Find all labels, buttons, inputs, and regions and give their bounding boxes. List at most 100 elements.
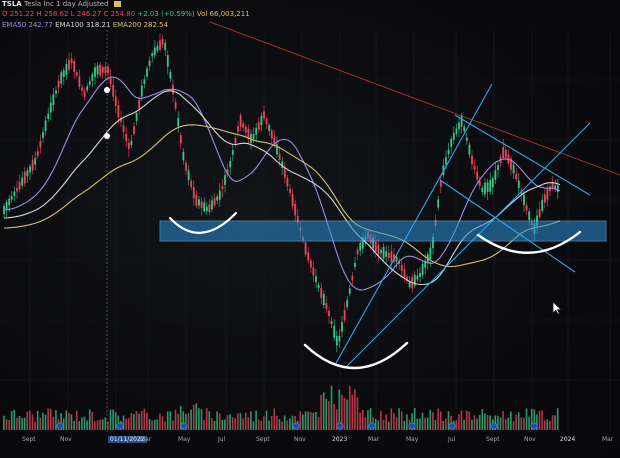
volume-bar bbox=[109, 409, 112, 430]
volume-bar bbox=[62, 418, 65, 430]
event-marker-icon[interactable] bbox=[408, 422, 416, 430]
volume-bar bbox=[174, 409, 177, 430]
volume-bar bbox=[60, 413, 62, 430]
volume-bar bbox=[221, 419, 224, 430]
candle-body bbox=[393, 254, 395, 262]
time-axis-label: Sept bbox=[256, 436, 270, 443]
ema100-line bbox=[3, 90, 561, 286]
candle-body bbox=[104, 66, 107, 74]
volume-bar bbox=[299, 411, 302, 430]
candle-body bbox=[114, 96, 117, 106]
candle-body bbox=[543, 194, 546, 203]
event-marker-icon[interactable] bbox=[180, 422, 188, 430]
event-markers[interactable] bbox=[56, 422, 538, 430]
volume-bar bbox=[429, 409, 432, 430]
volume-bar bbox=[395, 417, 398, 430]
candle-body bbox=[91, 74, 94, 81]
event-marker-icon[interactable] bbox=[490, 422, 498, 430]
volume-bar bbox=[177, 414, 179, 430]
candle-body bbox=[94, 67, 96, 77]
candle-body bbox=[213, 198, 216, 206]
volume-bar bbox=[112, 409, 114, 430]
candle-body bbox=[234, 138, 237, 144]
candle-body bbox=[179, 135, 182, 144]
candle-body bbox=[294, 203, 297, 216]
volume-bar bbox=[125, 418, 127, 430]
candle-body bbox=[224, 175, 226, 185]
candle-body bbox=[538, 209, 541, 217]
candle-body bbox=[260, 115, 263, 126]
adjusted-label[interactable]: Adjusted bbox=[77, 0, 109, 8]
symbol-ticker[interactable]: TSLA bbox=[2, 0, 22, 8]
event-marker-icon[interactable] bbox=[448, 422, 456, 430]
candle-body bbox=[10, 195, 13, 200]
time-axis-label: Jul bbox=[448, 436, 456, 443]
ema100-legend[interactable]: EMA100 318.21 bbox=[55, 21, 111, 29]
candle-body bbox=[195, 194, 198, 206]
volume-bar bbox=[517, 412, 520, 430]
volume-bar bbox=[309, 411, 312, 430]
volume-bar bbox=[413, 408, 416, 430]
volume-bar bbox=[497, 415, 499, 430]
volume-bar bbox=[283, 415, 286, 430]
volume-bar bbox=[374, 418, 377, 430]
volume-bar bbox=[55, 410, 57, 430]
candlestick-series bbox=[3, 33, 559, 353]
volume-bar bbox=[96, 420, 99, 430]
volume-bar bbox=[135, 411, 138, 430]
candle-body bbox=[320, 288, 323, 298]
candle-body bbox=[182, 151, 185, 161]
interval-label[interactable]: 1 day bbox=[56, 0, 76, 8]
candle-body bbox=[29, 166, 31, 173]
candle-body bbox=[296, 215, 299, 223]
ema200-legend[interactable]: EMA200 282.54 bbox=[112, 21, 169, 29]
volume-bar bbox=[543, 420, 546, 430]
candle-body bbox=[122, 125, 125, 132]
volume-bar bbox=[94, 421, 96, 430]
volume-bar bbox=[398, 408, 400, 430]
event-marker-icon[interactable] bbox=[336, 422, 344, 430]
candle-body bbox=[169, 71, 172, 79]
hand-drawn-arc-right bbox=[476, 230, 582, 254]
ohlc-change: +2.03 (+0.59%) bbox=[137, 10, 195, 18]
volume-bar bbox=[31, 414, 34, 430]
volume-bar bbox=[140, 410, 143, 430]
user-drawings[interactable] bbox=[104, 21, 620, 370]
price-chart-canvas[interactable] bbox=[0, 0, 620, 432]
volume-bar bbox=[73, 420, 75, 430]
candle-body bbox=[268, 125, 271, 131]
volume-bar bbox=[151, 420, 153, 430]
volume-bar bbox=[463, 419, 465, 430]
candle-body bbox=[432, 236, 434, 249]
candle-body bbox=[289, 189, 291, 193]
event-marker-icon[interactable] bbox=[368, 422, 376, 430]
volume-bar bbox=[478, 415, 481, 430]
candle-body bbox=[554, 185, 557, 189]
volume-bar bbox=[133, 413, 135, 430]
volume-bar bbox=[494, 415, 497, 430]
line-anchor-point bbox=[104, 87, 110, 93]
event-marker-icon[interactable] bbox=[56, 422, 64, 430]
volume-bar bbox=[528, 416, 530, 430]
volume-bar bbox=[257, 419, 260, 430]
ema50-legend[interactable]: EMA50 242.77 bbox=[2, 21, 53, 29]
volume-bar bbox=[512, 421, 515, 430]
candle-body bbox=[112, 84, 115, 97]
event-marker-icon[interactable] bbox=[292, 422, 300, 430]
candle-body bbox=[439, 181, 442, 187]
volume-bar bbox=[198, 408, 200, 430]
candle-body bbox=[408, 281, 411, 287]
event-marker-icon[interactable] bbox=[530, 422, 538, 430]
volume-bar bbox=[242, 418, 244, 430]
volume-bar bbox=[8, 419, 10, 430]
candle-body bbox=[127, 142, 130, 150]
volume-bar bbox=[489, 415, 491, 430]
candle-body bbox=[281, 161, 284, 168]
event-marker-icon[interactable] bbox=[116, 422, 124, 430]
candle-body bbox=[18, 182, 21, 190]
flag-icon[interactable] bbox=[113, 1, 121, 7]
volume-bar bbox=[172, 420, 174, 430]
volume-bar bbox=[153, 419, 156, 430]
line-anchor-point bbox=[104, 133, 110, 139]
